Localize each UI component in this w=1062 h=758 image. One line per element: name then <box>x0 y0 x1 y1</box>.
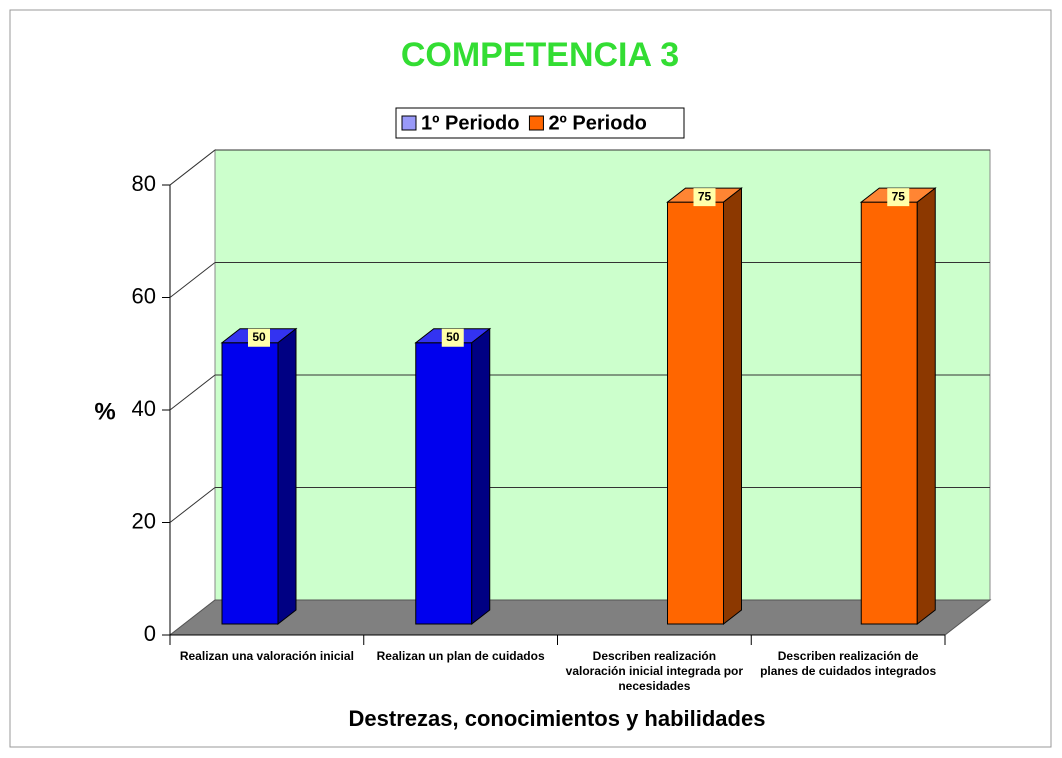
grid-line <box>169 149 216 186</box>
chart-title: COMPETENCIA 3 <box>401 36 679 74</box>
legend-label: 2º Periodo <box>548 112 646 134</box>
x-tick-label: Realizan un plan de cuidados <box>376 649 545 663</box>
grid-line <box>169 487 216 523</box>
bar <box>220 327 298 626</box>
bar-side <box>723 187 742 626</box>
legend-label: 1º Periodo <box>421 112 519 134</box>
value-label: 75 <box>698 189 712 203</box>
y-tick-label: 60 <box>132 283 156 308</box>
x-tick-label: Realizan una valoración inicial <box>179 649 354 663</box>
x-axis-label: Destrezas, conocimientos y habilidades <box>349 706 766 731</box>
bar <box>666 187 743 626</box>
x-tick-label: Describen realización valoración inicial… <box>565 649 744 693</box>
bar-front <box>860 201 918 625</box>
y-tick-label: 20 <box>132 508 156 533</box>
bar-front <box>221 342 279 625</box>
value-label-box <box>693 188 716 207</box>
grid-line <box>169 374 216 411</box>
y-tick-label: 40 <box>132 396 156 421</box>
y-tick-label: 0 <box>144 621 156 646</box>
bar-side <box>916 187 936 626</box>
bar <box>859 187 937 626</box>
x-tick-label: Describen realización de planes de cuida… <box>760 649 937 678</box>
bar-front <box>415 342 473 625</box>
legend-swatch <box>528 115 544 131</box>
value-label: 50 <box>446 330 460 344</box>
y-tick-label: 80 <box>132 171 156 196</box>
value-label-box <box>248 328 270 347</box>
legend: 1º Periodo 2º Periodo <box>395 107 685 139</box>
value-label: 75 <box>892 189 906 203</box>
grid-line <box>169 262 216 298</box>
bar-side <box>277 327 297 626</box>
y-axis-label: % <box>94 398 115 425</box>
bar-side <box>471 327 491 626</box>
bar-front <box>667 201 724 625</box>
value-label-box <box>887 188 910 207</box>
legend-swatch <box>401 115 417 131</box>
value-label: 50 <box>252 330 266 344</box>
value-label-box <box>441 328 464 347</box>
bar <box>414 327 492 626</box>
